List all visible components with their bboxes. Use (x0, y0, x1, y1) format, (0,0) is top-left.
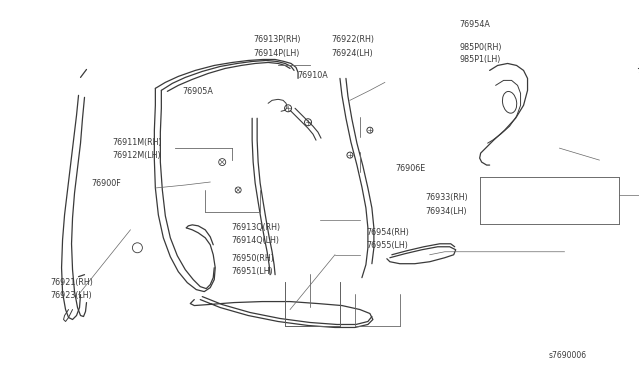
Text: 76914P(LH): 76914P(LH) (253, 49, 300, 58)
Text: 76933(RH): 76933(RH) (426, 193, 468, 202)
Text: 76954(RH): 76954(RH) (366, 228, 409, 237)
Text: 76922(RH): 76922(RH) (332, 35, 374, 44)
Text: 76912M(LH): 76912M(LH) (113, 151, 161, 160)
Text: 76955(LH): 76955(LH) (366, 241, 408, 250)
Text: 76911M(RH): 76911M(RH) (113, 138, 162, 147)
Text: 985P1(LH): 985P1(LH) (460, 55, 500, 64)
Text: 76923(LH): 76923(LH) (51, 291, 92, 300)
Text: 76905A: 76905A (182, 87, 214, 96)
Text: 76921(RH): 76921(RH) (51, 278, 93, 287)
Text: 76954A: 76954A (460, 20, 490, 29)
Text: 985P0(RH): 985P0(RH) (460, 42, 502, 51)
Text: 76950(RH): 76950(RH) (232, 254, 275, 263)
Text: 76910A: 76910A (297, 71, 328, 80)
Text: 76900F: 76900F (92, 179, 121, 187)
Text: 76914Q(LH): 76914Q(LH) (232, 236, 280, 246)
Text: 76906E: 76906E (396, 164, 426, 173)
Text: 76934(LH): 76934(LH) (426, 207, 467, 216)
Text: 76924(LH): 76924(LH) (332, 49, 373, 58)
Text: 76913P(RH): 76913P(RH) (253, 35, 300, 44)
Text: s7690006: s7690006 (548, 351, 587, 360)
Text: 76951(LH): 76951(LH) (232, 267, 274, 276)
Text: 76913Q(RH): 76913Q(RH) (232, 223, 281, 232)
